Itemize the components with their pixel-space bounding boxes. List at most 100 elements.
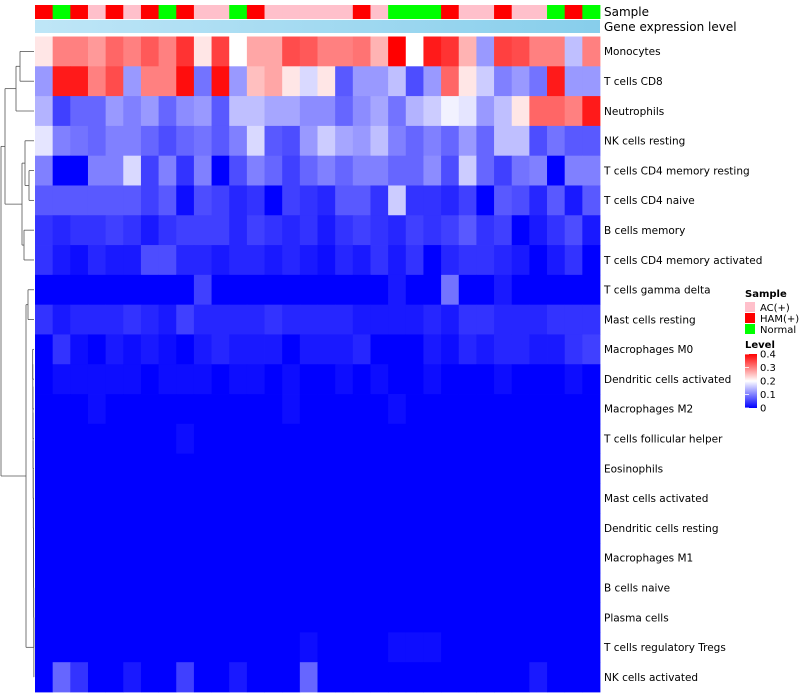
- heatmap-cell: [105, 274, 124, 306]
- sample-annotation-cell: [35, 5, 54, 19]
- heatmap-cell: [352, 274, 371, 306]
- heatmap-cell: [70, 304, 89, 335]
- heatmap-cell: [547, 453, 566, 484]
- heatmap-cell: [105, 155, 124, 186]
- heatmap-cell: [35, 155, 54, 186]
- heatmap-cell: [529, 304, 548, 335]
- sample-annotation-cell: [317, 5, 336, 19]
- heatmap-cell: [547, 632, 566, 663]
- heatmap-cell: [140, 334, 159, 365]
- heatmap-cell: [494, 304, 513, 335]
- heatmap-cell: [564, 543, 583, 574]
- heatmap-cell: [158, 66, 177, 97]
- heatmap-cell: [299, 483, 318, 514]
- heatmap-cell: [388, 304, 407, 335]
- row-label: T cells CD4 memory resting: [603, 165, 750, 177]
- heatmap-cell: [193, 274, 212, 306]
- heatmap-cell: [582, 543, 601, 574]
- heatmap-cell: [405, 334, 424, 365]
- heatmap-cell: [52, 453, 71, 484]
- heatmap-cell: [299, 364, 318, 395]
- heatmap-cell: [264, 513, 283, 544]
- heatmap-cell: [105, 66, 124, 97]
- heatmap-cell: [370, 215, 389, 246]
- heatmap-cell: [511, 543, 530, 574]
- heatmap-cell: [246, 394, 265, 425]
- row-labels: Monocytes T cells CD8 Neutrophils NK cells …: [603, 46, 762, 684]
- sample-annotation-cell: [105, 5, 124, 19]
- heatmap-cell: [140, 453, 159, 484]
- heatmap-cell: [211, 572, 230, 604]
- heatmap-cell: [264, 125, 283, 157]
- heatmap-cell: [494, 572, 513, 604]
- heatmap-cell: [529, 125, 548, 157]
- sample-annotation-cell: [123, 5, 142, 19]
- heatmap-cell: [229, 602, 248, 633]
- heatmap-cell: [70, 274, 89, 306]
- heatmap-cell: [370, 364, 389, 395]
- heatmap-cell: [211, 125, 230, 157]
- heatmap-cell: [423, 632, 442, 663]
- heatmap-cell: [35, 662, 54, 693]
- heatmap-cell: [176, 125, 195, 157]
- heatmap-cell: [52, 572, 71, 604]
- heatmap-cell: [282, 245, 301, 276]
- heatmap-cell: [511, 36, 530, 67]
- heatmap-cell: [352, 36, 371, 67]
- row-label: Mast cells resting: [604, 314, 696, 326]
- heatmap-cell: [582, 66, 601, 97]
- heatmap-cell: [87, 155, 107, 186]
- heatmap-cell: [441, 96, 460, 127]
- heatmap-cell: [582, 96, 601, 127]
- heatmap-cell: [511, 572, 530, 604]
- heatmap-cell: [405, 602, 424, 633]
- heatmap-cell: [441, 245, 460, 276]
- heatmap-cell: [582, 632, 601, 663]
- heatmap-cell: [423, 245, 442, 276]
- heatmap-cell: [70, 483, 89, 514]
- level-legend: Level 0.4 0.3 0.2 0.1 0: [745, 340, 776, 415]
- heatmap-cell: [317, 602, 336, 633]
- heatmap-cell: [35, 274, 54, 306]
- heatmap-cell: [123, 155, 142, 186]
- heatmap-cell: [529, 662, 548, 693]
- heatmap-cell: [476, 632, 495, 663]
- heatmap-cell: [476, 483, 495, 514]
- heatmap-cell: [264, 245, 283, 276]
- heatmap-cell: [70, 513, 89, 544]
- heatmap-cell: [494, 483, 513, 514]
- heatmap-cell: [494, 155, 513, 186]
- heatmap-cell: [193, 185, 212, 216]
- heatmap-cell: [494, 632, 513, 663]
- heatmap-cell: [476, 125, 495, 157]
- heatmap-cell: [176, 513, 195, 544]
- heatmap-cell: [158, 632, 177, 663]
- heatmap-cell: [140, 96, 159, 127]
- heatmap-cell: [35, 96, 54, 127]
- heatmap-cell: [140, 543, 159, 574]
- sample-annotation-cell: [211, 5, 230, 19]
- heatmap-cell: [140, 125, 159, 157]
- heatmap-cell: [476, 36, 495, 67]
- sample-annotation-cell: [494, 5, 513, 19]
- heatmap-cell: [547, 185, 566, 216]
- heatmap-cell: [370, 125, 389, 157]
- heatmap-cell: [476, 215, 495, 246]
- heatmap-cell: [123, 513, 142, 544]
- level-legend-tick-label: 0.2: [760, 377, 776, 388]
- heatmap-cell: [458, 483, 477, 514]
- heatmap-cell: [335, 632, 354, 663]
- heatmap-cell: [476, 274, 495, 306]
- heatmap-cell: [582, 155, 601, 186]
- heatmap-cell: [335, 543, 354, 574]
- heatmap-cell: [52, 155, 71, 186]
- heatmap-cell: [282, 185, 301, 216]
- heatmap-cell: [35, 513, 54, 544]
- heatmap-cell: [352, 632, 371, 663]
- heatmap-cell: [564, 423, 583, 455]
- heatmap-cell: [193, 423, 212, 455]
- heatmap-cell: [405, 632, 424, 663]
- heatmap-cell: [564, 245, 583, 276]
- heatmap-cell: [476, 423, 495, 455]
- heatmap-cell: [158, 245, 177, 276]
